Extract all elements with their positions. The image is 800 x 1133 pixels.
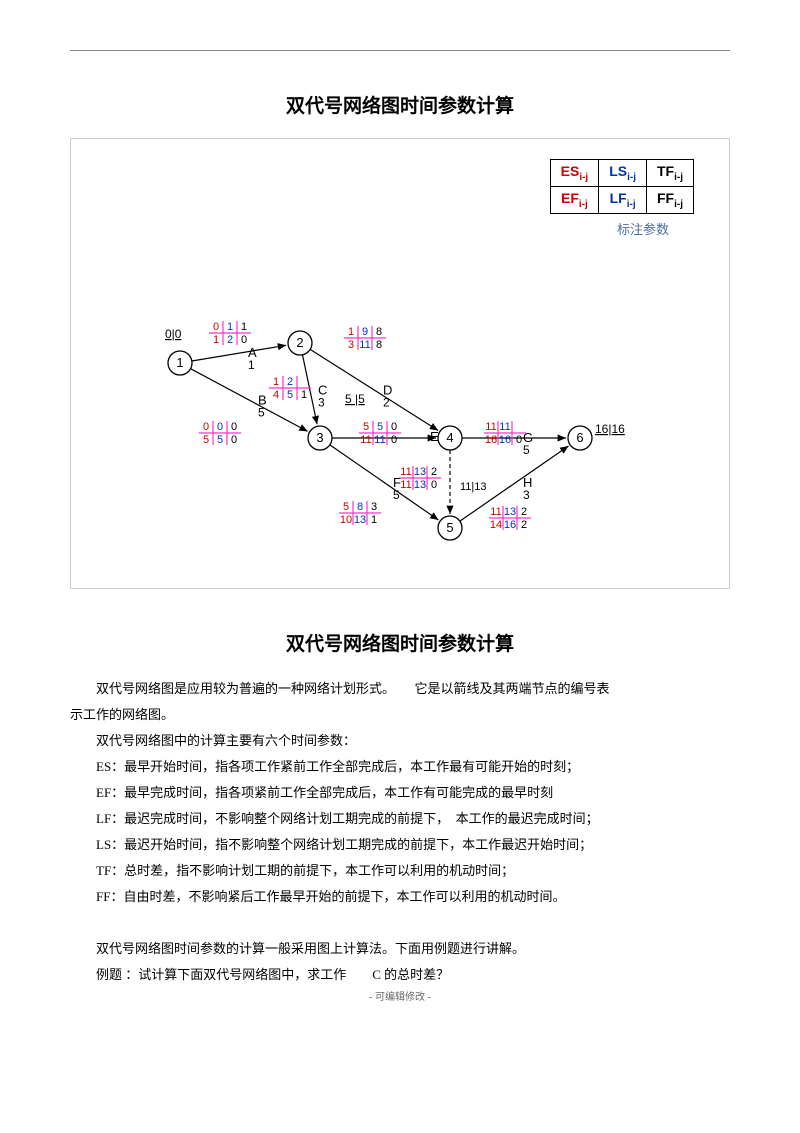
- svg-text:11: 11: [499, 421, 510, 433]
- svg-text:1: 1: [348, 326, 354, 338]
- svg-text:2: 2: [521, 519, 527, 531]
- svg-text:5: 5: [363, 421, 369, 433]
- svg-text:5: 5: [446, 520, 453, 535]
- svg-text:6: 6: [576, 430, 583, 445]
- main-title-2: 双代号网络图时间参数计算: [70, 629, 730, 656]
- svg-text:4: 4: [446, 430, 453, 445]
- svg-text:0: 0: [241, 334, 247, 346]
- svg-text:1: 1: [301, 389, 307, 401]
- svg-text:11|13: 11|13: [460, 481, 487, 493]
- page-footer: - 可编辑修改 -: [0, 988, 800, 1003]
- para-3: ES：最早开始时间，指各项工作紧前工作全部完成后，本工作最有可能开始的时刻；: [70, 754, 730, 780]
- para-2: 双代号网络图中的计算主要有六个时间参数：: [70, 728, 730, 754]
- svg-text:0: 0: [516, 434, 522, 446]
- legend-table: ESi-j LSi-j TFi-j EFi-j LFi-j FFi-j: [550, 159, 694, 214]
- svg-text:11: 11: [485, 421, 496, 433]
- svg-text:5 |5: 5 |5: [345, 392, 365, 406]
- page-container: 双代号网络图时间参数计算 ESi-j LSi-j TFi-j EFi-j LFi…: [0, 0, 800, 1018]
- svg-text:3: 3: [316, 430, 323, 445]
- para-9: 双代号网络图时间参数的计算一般采用图上计算法。下面用例题进行讲解。: [70, 936, 730, 962]
- svg-text:10: 10: [340, 514, 352, 526]
- svg-text:2: 2: [521, 506, 527, 518]
- legend-tf: TFi-j: [647, 160, 694, 187]
- para-1b: 示工作的网络图。: [70, 702, 730, 728]
- svg-text:2: 2: [296, 335, 303, 350]
- svg-text:5: 5: [287, 389, 293, 401]
- svg-text:13: 13: [414, 479, 426, 491]
- svg-text:1: 1: [248, 358, 255, 372]
- svg-text:9: 9: [362, 326, 368, 338]
- svg-text:8: 8: [357, 501, 363, 513]
- svg-text:1: 1: [241, 321, 247, 333]
- para-blank: [70, 910, 730, 936]
- network-diagram-box: ESi-j LSi-j TFi-j EFi-j LFi-j FFi-j 标注参数…: [70, 138, 730, 589]
- svg-text:13: 13: [414, 466, 426, 478]
- svg-text:5: 5: [377, 421, 383, 433]
- para-5: LF：最迟完成时间，不影响整个网络计划工期完成的前提下， 本工作的最迟完成时间；: [70, 806, 730, 832]
- svg-text:11: 11: [360, 434, 371, 446]
- svg-text:5: 5: [258, 405, 265, 419]
- svg-text:1: 1: [213, 334, 219, 346]
- legend-es: ESi-j: [550, 160, 599, 187]
- legend-caption: 标注参数: [86, 219, 669, 238]
- network-diagram-svg: 011120A1000550B512451C31983118D255011110…: [140, 238, 660, 558]
- legend-ff: FFi-j: [647, 186, 694, 213]
- svg-text:4: 4: [273, 389, 279, 401]
- legend-lf: LFi-j: [599, 186, 647, 213]
- svg-text:3: 3: [523, 488, 530, 502]
- svg-text:16: 16: [499, 434, 511, 446]
- svg-text:2: 2: [227, 334, 233, 346]
- svg-text:0: 0: [391, 434, 397, 446]
- svg-text:0: 0: [391, 421, 397, 433]
- svg-text:0: 0: [213, 321, 219, 333]
- body-text: 双代号网络图是应用较为普遍的一种网络计划形式。 它是以箭线及其两端节点的编号表 …: [70, 676, 730, 988]
- svg-text:3: 3: [371, 501, 377, 513]
- main-title-1: 双代号网络图时间参数计算: [70, 91, 730, 118]
- svg-text:5: 5: [343, 501, 349, 513]
- svg-text:0: 0: [231, 421, 237, 433]
- svg-text:13: 13: [354, 514, 366, 526]
- svg-text:5: 5: [393, 488, 400, 502]
- svg-text:11: 11: [400, 479, 411, 491]
- svg-text:11: 11: [490, 506, 501, 518]
- header-rule: [70, 50, 730, 51]
- svg-text:16: 16: [485, 434, 497, 446]
- svg-text:1: 1: [371, 514, 377, 526]
- svg-text:5: 5: [523, 443, 530, 457]
- svg-text:16|16: 16|16: [595, 422, 625, 436]
- para-8: FF：自由时差，不影响紧后工作最早开始的前提下，本工作可以利用的机动时间。: [70, 884, 730, 910]
- svg-text:11: 11: [374, 434, 385, 446]
- svg-text:0|0: 0|0: [165, 327, 182, 341]
- svg-text:8: 8: [376, 326, 382, 338]
- svg-text:2: 2: [383, 395, 390, 409]
- para-10: 例题 ：试计算下面双代号网络图中，求工作 C 的总时差？: [70, 962, 730, 988]
- svg-text:11: 11: [359, 339, 370, 351]
- svg-text:5: 5: [217, 434, 223, 446]
- svg-text:0: 0: [231, 434, 237, 446]
- para-6: LS：最迟开始时间，指不影响整个网络计划工期完成的前提下，本工作最迟开始时间；: [70, 832, 730, 858]
- svg-text:1: 1: [176, 355, 183, 370]
- svg-text:1: 1: [273, 376, 279, 388]
- svg-text:3: 3: [318, 395, 325, 409]
- para-7: TF：总时差，指不影响计划工期的前提下，本工作可以利用的机动时间；: [70, 858, 730, 884]
- svg-text:8: 8: [376, 339, 382, 351]
- svg-text:11: 11: [400, 466, 411, 478]
- svg-text:14: 14: [490, 519, 502, 531]
- legend-ls: LSi-j: [599, 160, 647, 187]
- svg-text:0: 0: [431, 479, 437, 491]
- para-1: 双代号网络图是应用较为普遍的一种网络计划形式。 它是以箭线及其两端节点的编号表: [70, 676, 730, 702]
- svg-text:0: 0: [217, 421, 223, 433]
- svg-text:2: 2: [287, 376, 293, 388]
- legend-ef: EFi-j: [550, 186, 599, 213]
- svg-text:1: 1: [227, 321, 233, 333]
- svg-text:5: 5: [203, 434, 209, 446]
- svg-text:3: 3: [348, 339, 354, 351]
- svg-text:0: 0: [203, 421, 209, 433]
- svg-text:13: 13: [504, 506, 516, 518]
- svg-text:2: 2: [431, 466, 437, 478]
- para-4: EF：最早完成时间，指各项紧前工作全部完成后，本工作有可能完成的最早时刻: [70, 780, 730, 806]
- svg-text:16: 16: [504, 519, 516, 531]
